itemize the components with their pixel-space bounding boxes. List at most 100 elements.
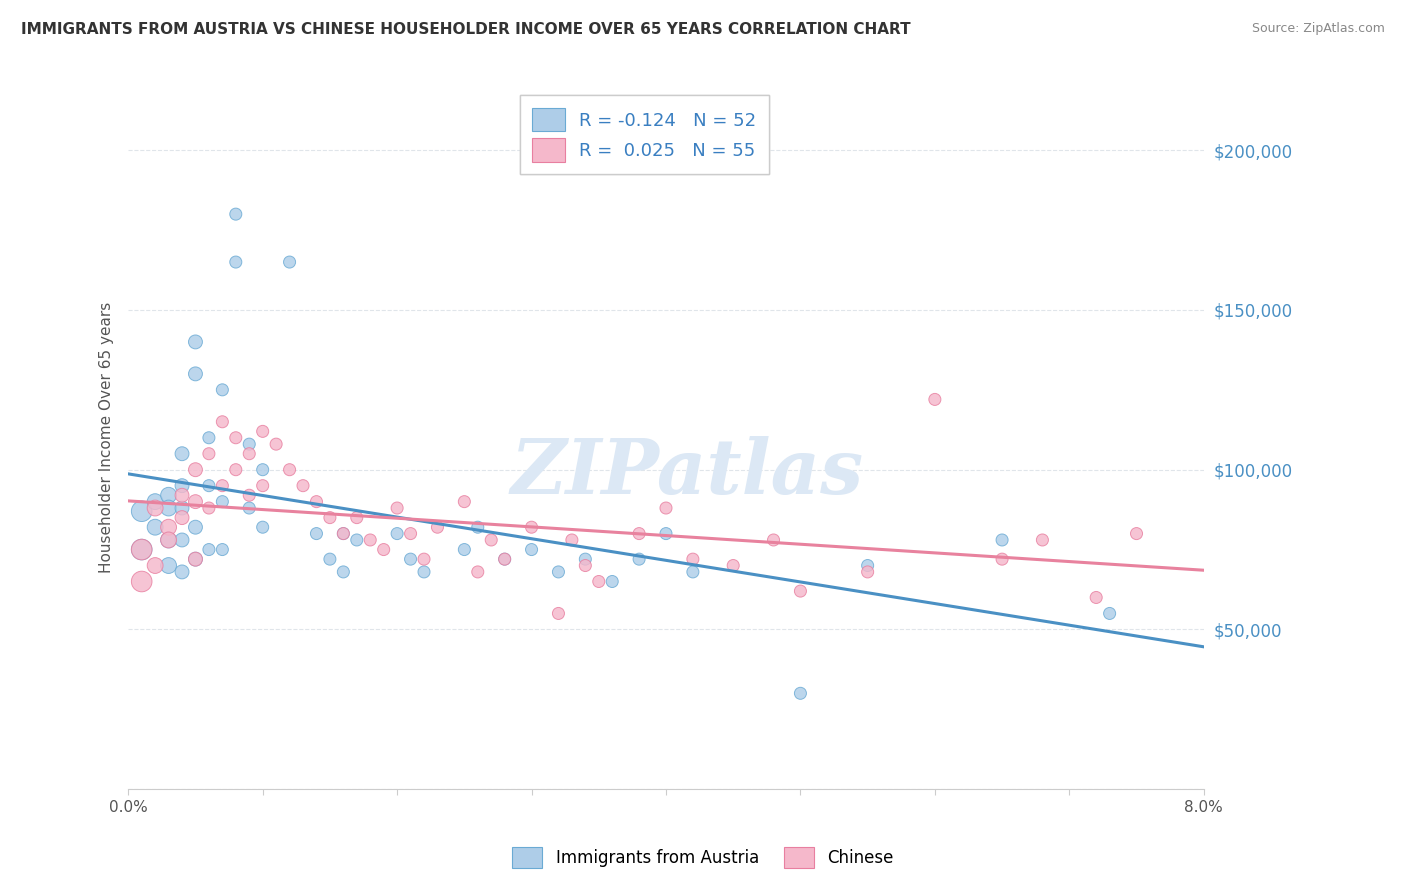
Legend: R = -0.124   N = 52, R =  0.025   N = 55: R = -0.124 N = 52, R = 0.025 N = 55	[520, 95, 769, 174]
Point	[264, 437, 287, 451]
Point	[252, 478, 274, 492]
Point	[198, 447, 221, 461]
Point	[856, 565, 879, 579]
Point	[184, 463, 207, 477]
Point	[157, 533, 180, 547]
Point	[628, 526, 651, 541]
Point	[278, 255, 301, 269]
Point	[131, 504, 153, 518]
Point	[399, 526, 422, 541]
Point	[292, 478, 315, 492]
Point	[467, 520, 489, 534]
Point	[359, 533, 381, 547]
Point	[319, 552, 342, 566]
Point	[170, 565, 193, 579]
Point	[520, 542, 543, 557]
Point	[225, 463, 247, 477]
Point	[184, 552, 207, 566]
Point	[143, 558, 166, 573]
Point	[789, 686, 811, 700]
Point	[157, 520, 180, 534]
Point	[588, 574, 610, 589]
Point	[211, 494, 233, 508]
Point	[385, 501, 408, 516]
Point	[682, 552, 704, 566]
Point	[252, 520, 274, 534]
Point	[426, 520, 449, 534]
Text: Source: ZipAtlas.com: Source: ZipAtlas.com	[1251, 22, 1385, 36]
Point	[170, 478, 193, 492]
Point	[211, 415, 233, 429]
Point	[225, 255, 247, 269]
Point	[131, 574, 153, 589]
Point	[494, 552, 516, 566]
Point	[211, 478, 233, 492]
Point	[143, 501, 166, 516]
Point	[238, 447, 260, 461]
Point	[655, 501, 678, 516]
Point	[373, 542, 395, 557]
Point	[225, 431, 247, 445]
Point	[494, 552, 516, 566]
Point	[561, 533, 583, 547]
Point	[721, 558, 744, 573]
Point	[332, 526, 354, 541]
Y-axis label: Householder Income Over 65 years: Householder Income Over 65 years	[100, 302, 114, 574]
Point	[225, 207, 247, 221]
Point	[332, 565, 354, 579]
Point	[143, 520, 166, 534]
Point	[157, 501, 180, 516]
Point	[547, 607, 569, 621]
Point	[170, 533, 193, 547]
Point	[184, 367, 207, 381]
Point	[238, 437, 260, 451]
Point	[238, 501, 260, 516]
Text: ZIPatlas: ZIPatlas	[510, 436, 865, 510]
Point	[413, 552, 436, 566]
Point	[170, 510, 193, 524]
Point	[762, 533, 785, 547]
Point	[143, 494, 166, 508]
Point	[467, 565, 489, 579]
Point	[198, 501, 221, 516]
Point	[547, 565, 569, 579]
Point	[252, 463, 274, 477]
Point	[991, 552, 1014, 566]
Point	[628, 552, 651, 566]
Point	[385, 526, 408, 541]
Point	[184, 520, 207, 534]
Point	[520, 520, 543, 534]
Point	[198, 431, 221, 445]
Point	[1031, 533, 1053, 547]
Point	[157, 488, 180, 502]
Point	[479, 533, 502, 547]
Point	[856, 558, 879, 573]
Point	[184, 552, 207, 566]
Point	[1098, 607, 1121, 621]
Point	[346, 533, 368, 547]
Point	[131, 542, 153, 557]
Point	[924, 392, 946, 407]
Text: IMMIGRANTS FROM AUSTRIA VS CHINESE HOUSEHOLDER INCOME OVER 65 YEARS CORRELATION : IMMIGRANTS FROM AUSTRIA VS CHINESE HOUSE…	[21, 22, 911, 37]
Point	[413, 565, 436, 579]
Point	[346, 510, 368, 524]
Point	[399, 552, 422, 566]
Point	[600, 574, 623, 589]
Point	[252, 425, 274, 439]
Point	[131, 542, 153, 557]
Point	[170, 501, 193, 516]
Point	[991, 533, 1014, 547]
Point	[170, 447, 193, 461]
Point	[184, 494, 207, 508]
Point	[211, 542, 233, 557]
Point	[1125, 526, 1147, 541]
Point	[453, 542, 475, 557]
Point	[211, 383, 233, 397]
Point	[157, 533, 180, 547]
Point	[332, 526, 354, 541]
Point	[278, 463, 301, 477]
Point	[305, 526, 328, 541]
Point	[574, 552, 596, 566]
Point	[789, 584, 811, 599]
Point	[238, 488, 260, 502]
